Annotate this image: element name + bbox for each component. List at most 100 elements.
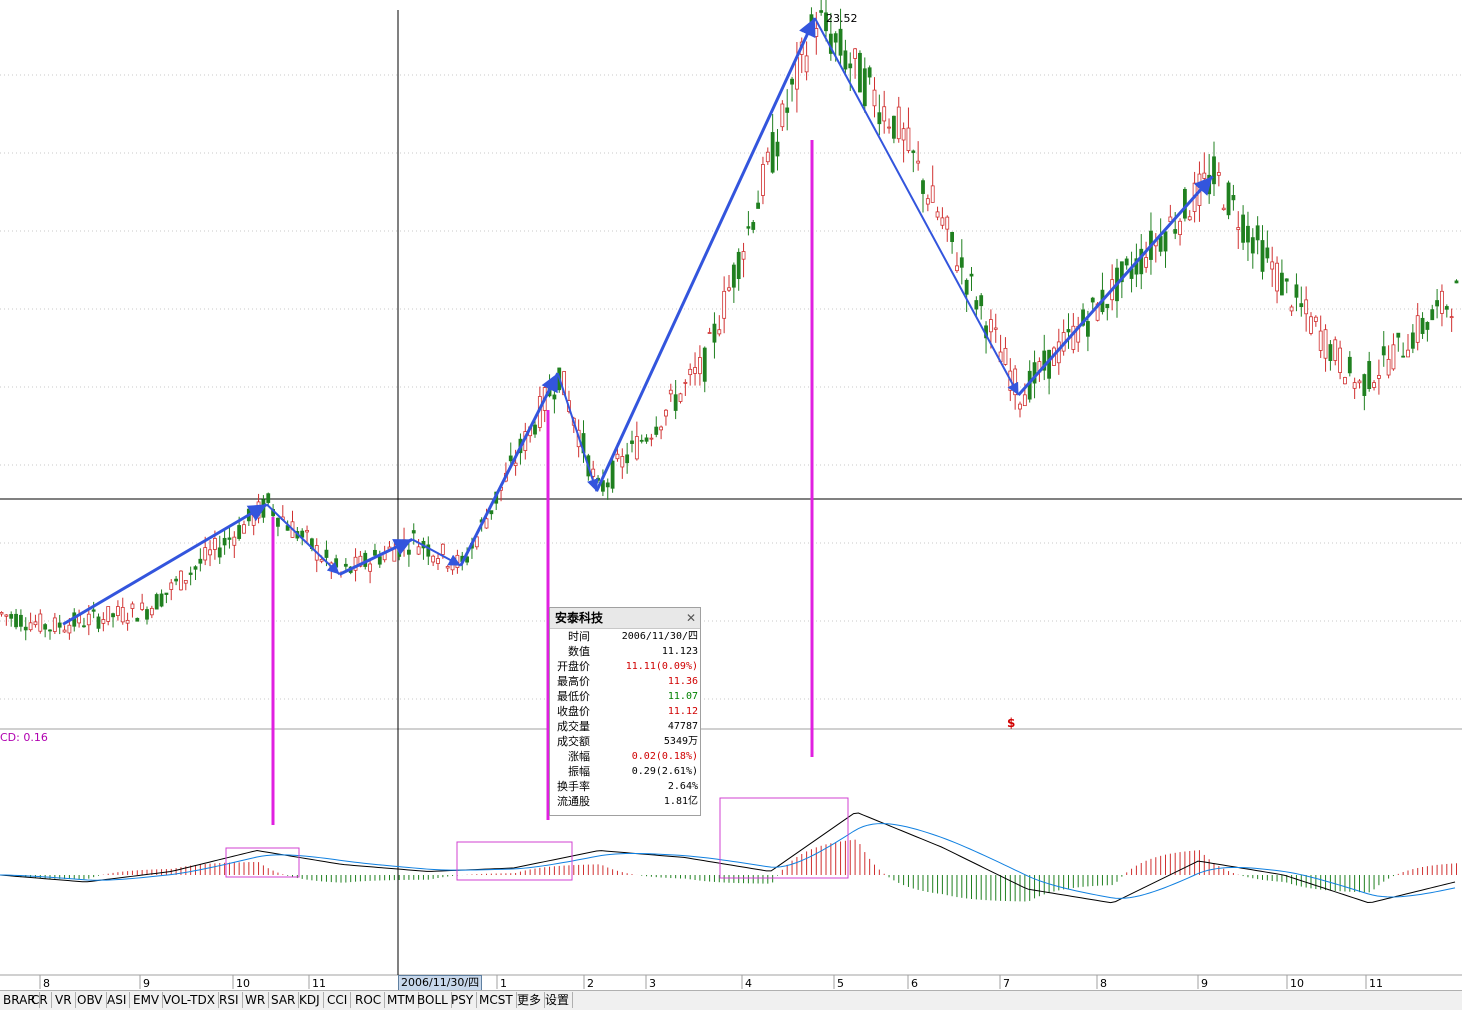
candle-body	[916, 160, 921, 164]
candle-body	[96, 616, 101, 629]
candle-body	[324, 549, 329, 558]
tab-sar[interactable]: SAR	[268, 992, 300, 1008]
candle-body	[974, 300, 979, 310]
tab-boll[interactable]: BOLL	[414, 992, 452, 1008]
candle-body	[358, 555, 363, 567]
tab-mcst[interactable]: MCST	[476, 992, 517, 1008]
candle-body	[86, 613, 91, 626]
tab-设置[interactable]: 设置	[542, 992, 574, 1008]
candle-body	[251, 512, 256, 526]
candle-body	[940, 217, 945, 226]
tooltip-row: 数值 11.123	[550, 644, 700, 659]
tab-vol-tdx[interactable]: VOL-TDX	[160, 992, 219, 1008]
candle-body	[693, 367, 697, 374]
tab-rsi[interactable]: RSI	[216, 992, 243, 1008]
candle-body	[1449, 316, 1454, 319]
candle-body	[659, 426, 663, 431]
candle-body	[82, 625, 86, 628]
x-tick-label: 11	[312, 977, 326, 990]
close-icon[interactable]: ✕	[685, 611, 696, 625]
candle-body	[639, 439, 644, 442]
candle-body	[440, 543, 445, 555]
candle-body	[198, 558, 203, 564]
tab-cci[interactable]: CCI	[324, 992, 352, 1008]
x-axis: 8 9 10 11 1 2 3 4 5 6 7 8 9 10 11	[39, 975, 1383, 990]
candle-body	[625, 454, 630, 464]
candle-body	[1430, 309, 1435, 321]
tab-obv[interactable]: OBV	[74, 992, 107, 1008]
tooltip-row: 涨幅 0.02(0.18%)	[550, 749, 700, 764]
tab-brar[interactable]: BRAR	[0, 992, 40, 1008]
tab-更多[interactable]: 更多	[514, 992, 546, 1008]
macd-value-label: CD: 0.16	[0, 731, 48, 744]
x-tick-label: 5	[837, 977, 844, 990]
candle-body	[1081, 309, 1085, 326]
tab-psy[interactable]: PSY	[448, 992, 478, 1008]
tooltip-row: 时间 2006/11/30/四	[550, 629, 700, 644]
candle-body	[867, 67, 872, 78]
candle-body	[862, 68, 867, 107]
candle-body	[1042, 350, 1047, 371]
candle-body	[717, 329, 722, 335]
candle-body	[1066, 329, 1071, 333]
candle-body	[790, 78, 794, 85]
candle-body	[1391, 344, 1396, 370]
tab-kdj[interactable]: KDJ	[296, 992, 324, 1008]
candle-body	[1275, 262, 1279, 292]
candle-body	[43, 624, 48, 630]
candle-body	[1328, 344, 1333, 361]
candle-body	[1139, 248, 1144, 275]
candle-body	[227, 537, 232, 540]
candle-body	[746, 226, 751, 229]
tab-wr[interactable]: WR	[242, 992, 270, 1008]
x-tick-label: 10	[1290, 977, 1304, 990]
candle-body	[392, 548, 397, 562]
x-tick-label: 8	[43, 977, 50, 990]
tooltip-row: 流通股 1.81亿	[550, 794, 700, 809]
candle-body	[634, 436, 639, 460]
candle-body	[649, 437, 654, 440]
candle-body	[1357, 380, 1362, 384]
candle-body	[203, 547, 208, 561]
candle-body	[1226, 182, 1231, 216]
candle-body	[353, 556, 358, 571]
candle-body	[368, 563, 373, 572]
candle-body	[377, 556, 382, 565]
candle-body	[1381, 346, 1386, 356]
candle-body	[858, 52, 862, 93]
tab-roc[interactable]: ROC	[352, 992, 386, 1008]
candle-body	[1241, 214, 1245, 243]
highlight-box	[456, 841, 573, 881]
candle-body	[242, 524, 246, 534]
tab-vr[interactable]: VR	[52, 992, 76, 1008]
candle-body	[731, 264, 736, 288]
candle-body	[1173, 229, 1178, 234]
tooltip-value: 1.81亿	[663, 796, 698, 807]
x-tick-label: 6	[911, 977, 918, 990]
tab-asi[interactable]: ASI	[104, 992, 131, 1008]
dea-line	[0, 823, 1456, 899]
tab-mtm[interactable]: MTM	[384, 992, 420, 1008]
tooltip-label: 时间	[568, 630, 590, 643]
candle-body	[644, 437, 649, 442]
candle-body	[208, 549, 212, 556]
candle-body	[1294, 284, 1299, 298]
candle-body	[140, 602, 145, 610]
candle-body	[668, 389, 673, 395]
candle-body	[1435, 300, 1439, 307]
x-tick-label: 4	[745, 977, 752, 990]
candle-body	[164, 592, 169, 595]
tooltip-value: 11.07	[667, 691, 698, 702]
candle-body	[722, 290, 727, 319]
tab-cr[interactable]: CR	[28, 992, 52, 1008]
candle-body	[1047, 349, 1051, 379]
candle-body	[751, 222, 756, 230]
candle-body	[906, 127, 911, 151]
candle-body	[426, 544, 431, 557]
candle-body	[736, 251, 741, 279]
candle-body	[1410, 332, 1415, 349]
x-tick-label: 7	[1003, 977, 1010, 990]
tab-emv[interactable]: EMV	[130, 992, 164, 1008]
candle-body	[838, 28, 843, 56]
candle-body	[111, 613, 115, 618]
